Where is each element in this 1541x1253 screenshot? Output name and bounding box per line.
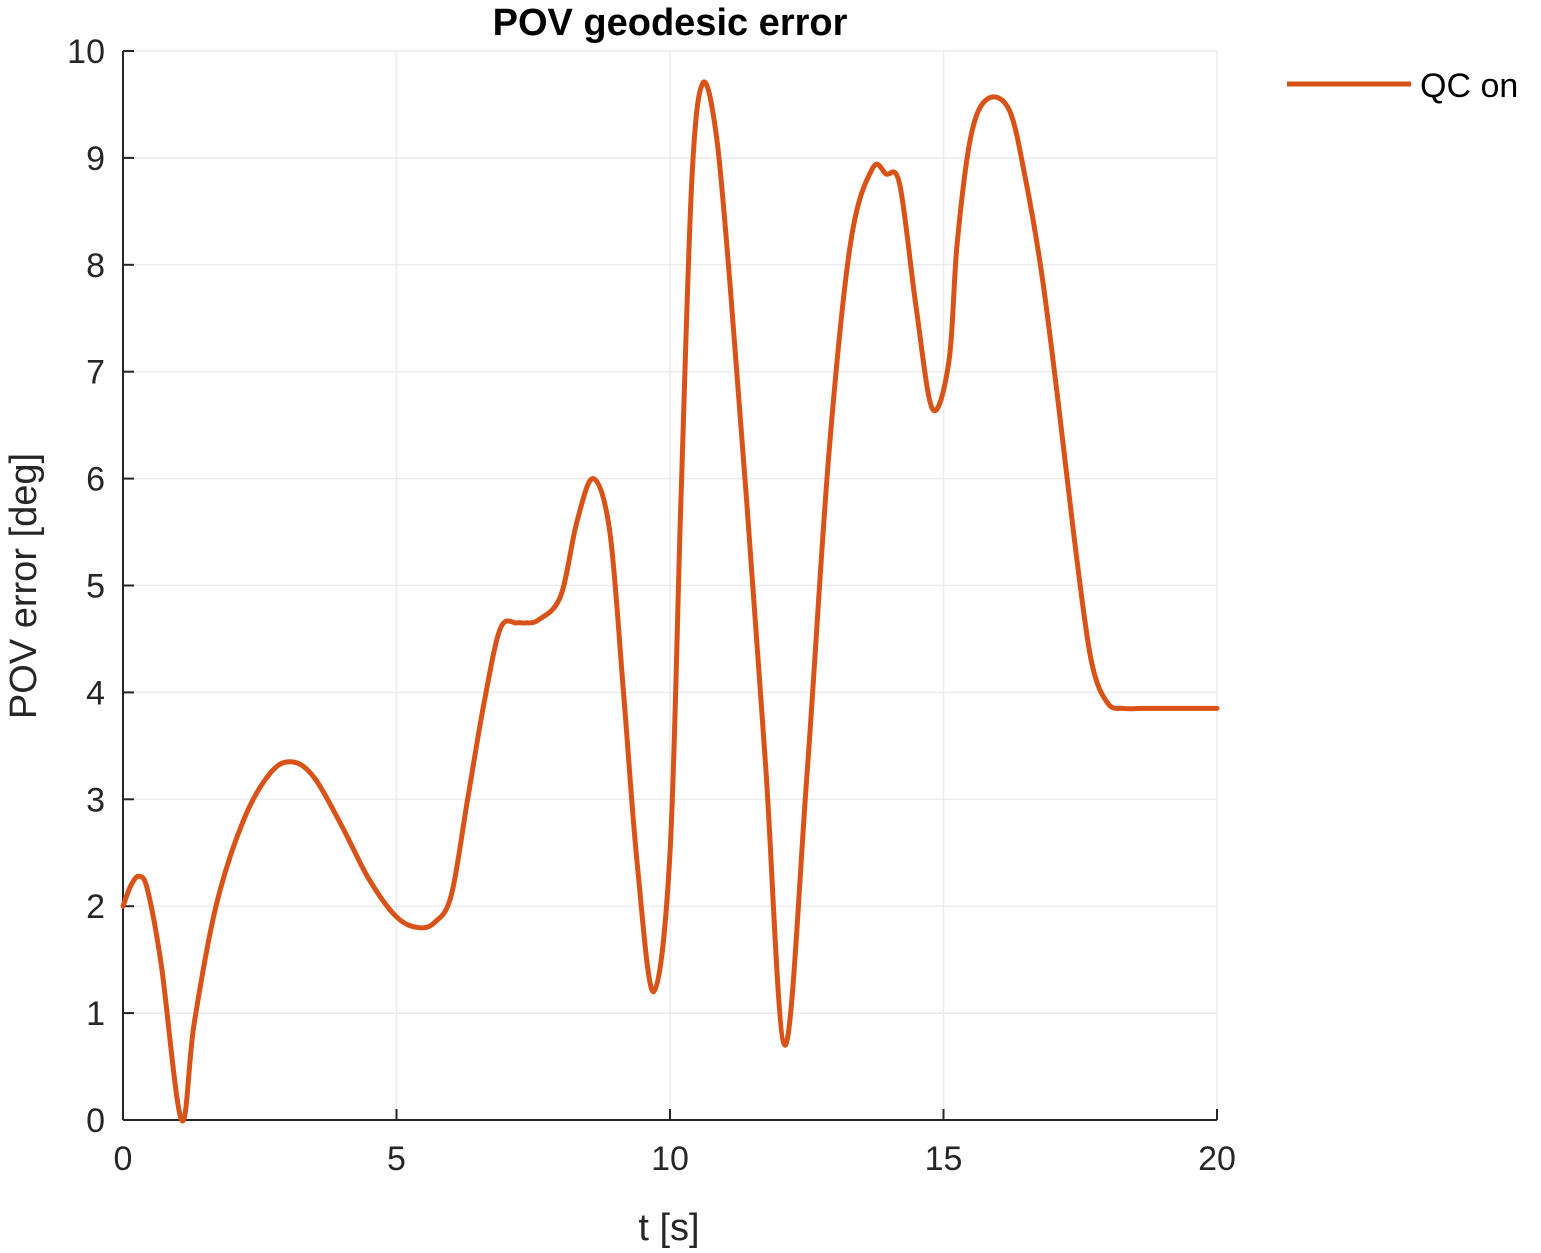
y-tick-label: 5: [86, 568, 105, 606]
series-line: [120, 79, 1220, 1124]
y-tick-label: 2: [86, 888, 105, 926]
x-tick-label: 10: [651, 1140, 689, 1178]
y-tick-label: 1: [86, 995, 105, 1033]
y-tick-label: 9: [86, 140, 105, 178]
x-axis-label: t [s]: [638, 1207, 699, 1249]
chart-title: POV geodesic error: [493, 2, 848, 44]
y-tick-label: 8: [86, 247, 105, 285]
legend: QC on: [1287, 67, 1518, 105]
axes: [122, 50, 1218, 1121]
x-tick-label: 20: [1198, 1140, 1236, 1178]
x-tick-label: 0: [114, 1140, 133, 1178]
y-tick-label: 6: [86, 461, 105, 499]
tick-labels: 0 5 10 15 20 0 1 2 3 4 5 6 7 8 9 10: [67, 33, 1236, 1178]
x-tick-label: 15: [925, 1140, 963, 1178]
y-tick-label: 10: [67, 33, 105, 71]
series-layer: [120, 79, 1220, 1124]
legend-label: QC on: [1420, 67, 1518, 105]
y-tick-label: 7: [86, 354, 105, 392]
y-tick-label: 4: [86, 674, 105, 712]
y-axis-label: POV error [deg]: [3, 453, 45, 719]
y-tick-label: 0: [86, 1102, 105, 1140]
y-tick-label: 3: [86, 781, 105, 819]
x-tick-label: 5: [387, 1140, 406, 1178]
